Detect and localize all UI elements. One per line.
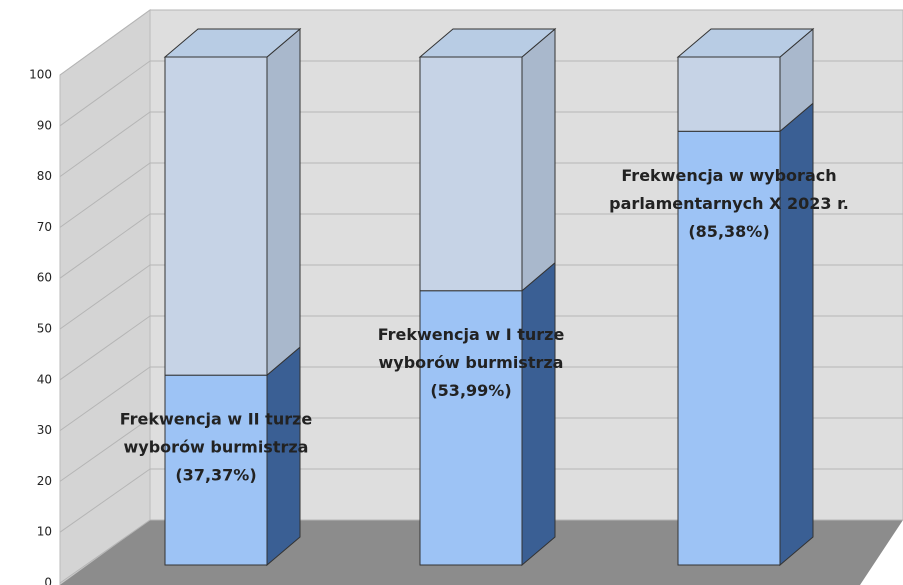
y-tick-label: 90 — [37, 118, 52, 132]
bar-side — [521, 27, 556, 292]
y-tick-label: 100 — [29, 68, 52, 82]
grid-line — [59, 111, 151, 178]
grid-line — [59, 519, 151, 584]
y-tick-label: 80 — [37, 169, 52, 183]
y-tick-label: 0 — [44, 576, 52, 585]
bar-front — [164, 56, 268, 376]
grid-line — [59, 264, 151, 330]
value-label: (53,99%) — [430, 381, 511, 400]
value-label: (37,37%) — [175, 466, 256, 485]
grid-line — [59, 60, 151, 127]
y-tick-label: 40 — [37, 372, 52, 386]
value-label: (85,38%) — [688, 222, 769, 241]
bar-side — [521, 261, 556, 567]
bar-top — [163, 28, 302, 58]
grid-line — [59, 468, 151, 533]
bar-label: wyborów burmistrza — [379, 353, 564, 372]
bar-front — [419, 56, 523, 292]
y-tick-label: 70 — [37, 220, 52, 234]
grid-line — [59, 9, 151, 76]
bar-top — [676, 28, 815, 58]
grid-line — [59, 366, 151, 432]
bar-label: Frekwencja w wyborach — [621, 166, 836, 185]
bar-front — [164, 374, 268, 566]
bar-side — [266, 27, 301, 377]
bar-label: Frekwencja w I turze — [378, 325, 565, 344]
grid-line — [59, 213, 151, 279]
y-tick-label: 30 — [37, 423, 52, 437]
y-tick-label: 10 — [37, 525, 52, 539]
bar-label: parlamentarnych X 2023 r. — [609, 194, 849, 213]
bar-front — [677, 130, 781, 566]
y-tick-label: 60 — [37, 271, 52, 285]
bar-front — [677, 56, 781, 132]
y-tick-label: 50 — [37, 322, 52, 336]
bar-label: wyborów burmistrza — [124, 438, 309, 457]
y-tick-label: 20 — [37, 474, 52, 488]
grid-line — [59, 315, 151, 381]
bar-front — [419, 290, 523, 566]
bar-top — [418, 28, 557, 58]
grid-line — [59, 417, 151, 482]
grid-line — [59, 162, 151, 228]
bar-label: Frekwencja w II turze — [120, 410, 313, 429]
